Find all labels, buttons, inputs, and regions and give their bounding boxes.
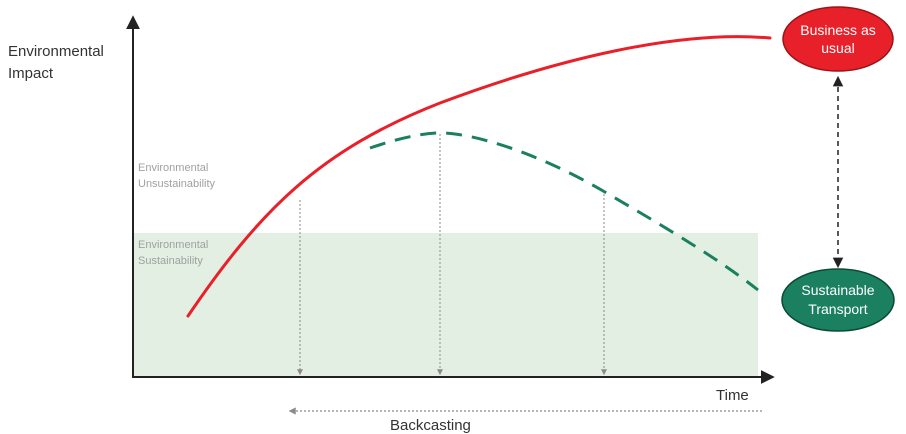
business-as-usual-oval xyxy=(782,6,894,72)
y-axis-label: Environmental xyxy=(8,43,104,60)
sustainable-transport-label-line2: Transport xyxy=(808,301,868,317)
business-as-usual-label: Business as xyxy=(800,22,875,38)
sustainability-zone xyxy=(133,233,758,377)
business-as-usual-label-line2: usual xyxy=(821,40,854,56)
sustainable-transport-oval xyxy=(781,268,895,332)
backcasting-label: Backcasting xyxy=(390,417,471,434)
business-as-usual-curve xyxy=(186,35,772,318)
sustainability-label-line2: Sustainability xyxy=(138,255,203,267)
x-axis-label: Time xyxy=(716,387,749,404)
sustainability-label: Environmental xyxy=(138,239,208,251)
unsustainability-label: Environmental xyxy=(138,162,208,174)
sustainable-transport-curve xyxy=(369,131,759,292)
y-axis-label-line2: Impact xyxy=(8,65,54,82)
sustainable-transport-label: Sustainable xyxy=(801,282,874,298)
unsustainability-label-line2: Unsustainability xyxy=(138,178,216,190)
